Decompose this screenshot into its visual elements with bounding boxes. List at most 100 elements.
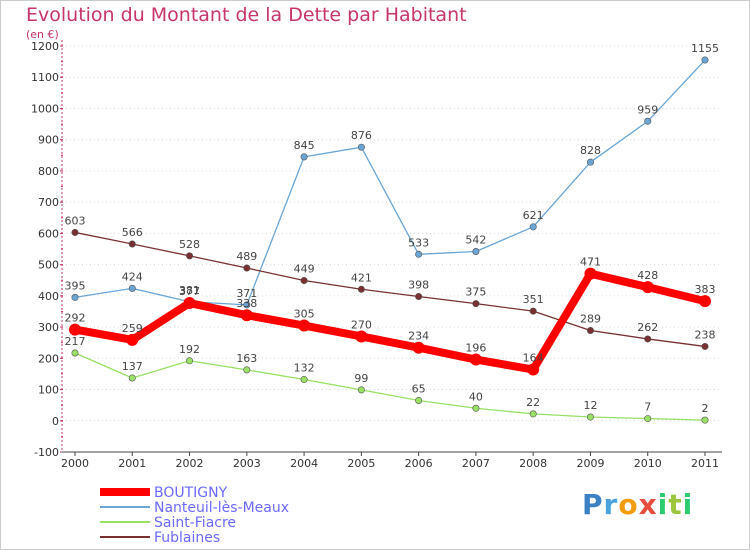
y-tick-label: 300 bbox=[38, 321, 59, 334]
data-point bbox=[128, 374, 136, 382]
data-label: 196 bbox=[465, 342, 486, 355]
data-point bbox=[71, 293, 79, 301]
data-label: 305 bbox=[294, 308, 315, 321]
logo-letter: x bbox=[638, 488, 658, 521]
data-point bbox=[701, 342, 709, 350]
x-tick-label: 2003 bbox=[233, 457, 261, 470]
data-point bbox=[71, 228, 79, 236]
data-point bbox=[300, 153, 308, 161]
logo-letter: r bbox=[603, 488, 619, 521]
data-label: 40 bbox=[469, 390, 483, 403]
y-tick-label: 1100 bbox=[31, 71, 59, 84]
data-point bbox=[529, 223, 537, 231]
data-point bbox=[357, 386, 365, 394]
data-point bbox=[529, 410, 537, 418]
data-point bbox=[472, 247, 480, 255]
data-label: 338 bbox=[236, 297, 257, 310]
data-point bbox=[527, 363, 540, 376]
logo-letter: o bbox=[618, 488, 639, 521]
data-label: 621 bbox=[523, 209, 544, 222]
data-label: 489 bbox=[236, 250, 257, 263]
logo-letter: i bbox=[682, 488, 694, 521]
x-tick-label: 2011 bbox=[691, 457, 719, 470]
data-point bbox=[644, 117, 652, 125]
x-tick-label: 2007 bbox=[462, 457, 490, 470]
data-point bbox=[126, 333, 139, 346]
data-point bbox=[128, 240, 136, 248]
y-tick-label: 1000 bbox=[31, 102, 59, 115]
data-label: 99 bbox=[354, 372, 368, 385]
x-tick-label: 2008 bbox=[519, 457, 547, 470]
y-tick-label: 700 bbox=[38, 196, 59, 209]
y-tick-label: 0 bbox=[52, 415, 59, 428]
data-label: 262 bbox=[637, 321, 658, 334]
data-label: 845 bbox=[294, 139, 315, 152]
y-tick-label: 100 bbox=[38, 384, 59, 397]
data-label: 528 bbox=[179, 238, 200, 251]
y-tick-label: -100 bbox=[34, 446, 59, 459]
data-label: 217 bbox=[65, 335, 86, 348]
data-point bbox=[69, 323, 81, 336]
data-label: 164 bbox=[523, 352, 544, 365]
data-label: 7 bbox=[644, 401, 651, 414]
data-point bbox=[243, 264, 251, 272]
x-tick-label: 2004 bbox=[290, 457, 318, 470]
y-tick-label: 800 bbox=[38, 165, 59, 178]
data-label: 371 bbox=[236, 287, 257, 300]
data-label: 959 bbox=[637, 103, 658, 116]
data-label: 828 bbox=[580, 144, 601, 157]
data-point bbox=[586, 327, 594, 335]
series-line-nanteuil-l-s-meaux bbox=[74, 59, 706, 306]
data-label: 351 bbox=[523, 293, 544, 306]
data-label: 398 bbox=[408, 278, 429, 291]
series-line-fublaines bbox=[74, 231, 706, 348]
data-point bbox=[355, 330, 368, 343]
y-tick-label: 400 bbox=[38, 290, 59, 303]
chart-title: Evolution du Montant de la Dette par Hab… bbox=[26, 4, 467, 26]
data-point bbox=[699, 295, 711, 308]
data-point bbox=[128, 284, 136, 292]
y-tick-label: 900 bbox=[38, 134, 59, 147]
x-tick-label: 2006 bbox=[405, 457, 433, 470]
series-line-boutigny bbox=[74, 269, 706, 374]
data-label: 192 bbox=[179, 343, 200, 356]
data-point bbox=[472, 300, 480, 308]
data-point bbox=[641, 281, 654, 294]
data-point bbox=[644, 415, 652, 423]
data-point bbox=[584, 267, 597, 280]
data-point bbox=[300, 376, 308, 384]
data-label: 876 bbox=[351, 129, 372, 142]
data-label: 22 bbox=[526, 396, 540, 409]
data-point bbox=[243, 301, 251, 309]
data-point bbox=[357, 285, 365, 293]
x-tick-label: 2000 bbox=[61, 457, 89, 470]
data-label: 381 bbox=[179, 284, 200, 297]
data-point bbox=[415, 292, 423, 300]
data-label: 395 bbox=[65, 279, 86, 292]
data-point bbox=[298, 319, 311, 332]
chart-subtitle: (en €) bbox=[26, 28, 59, 41]
data-point bbox=[586, 413, 594, 421]
legend-label: Saint-Fiacre bbox=[154, 515, 236, 531]
data-label: 137 bbox=[122, 360, 143, 373]
data-label: 424 bbox=[122, 270, 143, 283]
data-label: 421 bbox=[351, 271, 372, 284]
logo-letter: i bbox=[657, 488, 669, 521]
data-point bbox=[183, 297, 196, 310]
data-label: 132 bbox=[294, 362, 315, 375]
data-point bbox=[186, 252, 194, 260]
data-label: 12 bbox=[583, 399, 597, 412]
x-tick-label: 2002 bbox=[176, 457, 204, 470]
data-label: 259 bbox=[122, 322, 143, 335]
data-point bbox=[472, 404, 480, 412]
data-label: 375 bbox=[465, 286, 486, 299]
y-tick-label: 200 bbox=[38, 352, 59, 365]
data-point bbox=[415, 250, 423, 258]
data-label: 377 bbox=[179, 285, 200, 298]
y-tick-label: 1200 bbox=[31, 40, 59, 53]
proxiti-logo: Proxiti bbox=[582, 488, 693, 521]
logo-letter: P bbox=[582, 488, 604, 521]
y-tick-label: 600 bbox=[38, 227, 59, 240]
